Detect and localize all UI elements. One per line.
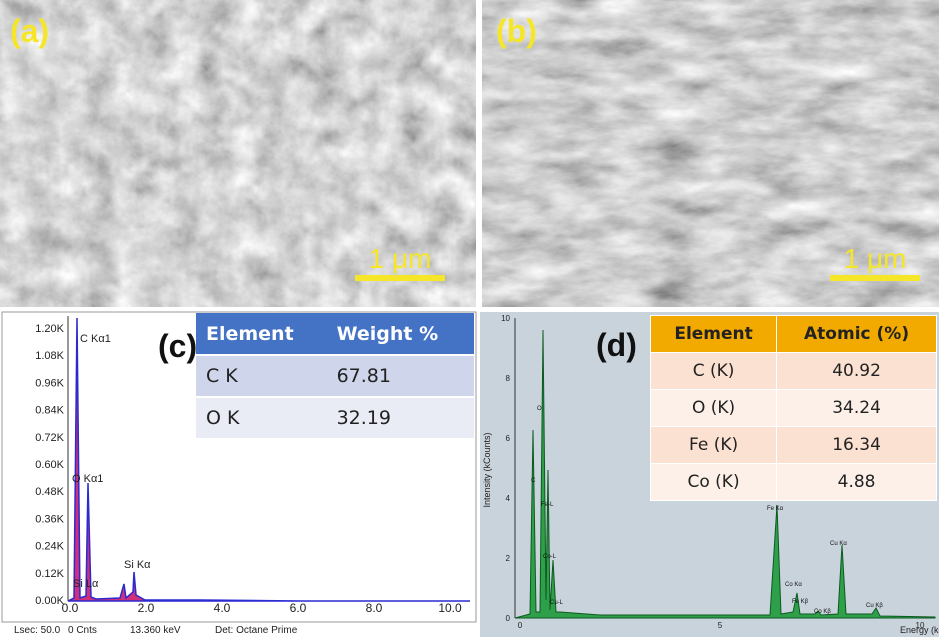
sem-image [0,0,476,307]
table-row: C K 67.81 [196,355,474,398]
y-tick-label: 4 [506,494,511,503]
peak-label: Co-L [543,554,557,560]
y-tick-label: 8 [506,374,511,383]
y-tick-label: 1.20K [35,323,64,335]
table-cell: C K [196,355,327,398]
table-row: Element Atomic (%) [649,315,937,353]
table-row: O K 32.19 [196,397,474,440]
table-cell: Fe (K) [649,426,778,464]
x-tick-label: 10 [916,621,925,630]
peak-label: Co Kα [785,582,802,588]
table-row: O (K) 34.24 [649,389,937,427]
y-tick-label: 0.12K [35,568,64,580]
peak-label: Cu Kα [830,541,847,547]
x-tick-label: 6.0 [290,601,307,615]
peak-label: C [531,478,536,484]
y-tick-label: 6 [506,434,511,443]
y-tick-label: 0.72K [35,432,64,444]
x-tick-label: 4.0 [214,601,231,615]
header-cell: Atomic (%) [776,315,937,353]
table-cell: 16.34 [776,426,937,464]
y-tick-label: 1.08K [35,350,64,362]
peak-label: Si Kα [124,559,151,571]
footer-text: 13.360 keV [130,625,181,636]
peak-label: Fe Kα [767,506,784,512]
peak-label: Fe-L [541,502,554,508]
peak-label: Cu Kβ [866,603,883,609]
table-cell: 32.19 [326,397,474,440]
y-tick-label: 0.60K [35,459,64,471]
peak-label: Co Kβ [814,609,831,615]
spectrum [514,329,936,619]
peak-label: Cu-L [550,600,564,606]
footer-text: Det: Octane Prime [215,625,298,636]
table-cell: O K [196,397,327,440]
header-cell: Weight % [326,313,474,356]
y-tick-label: 10 [501,314,510,323]
axis-title: Intensity (kCounts) [482,432,492,507]
peak-label: C Kα1 [80,333,111,345]
table-cell: 34.24 [776,389,937,427]
y-tick-label: 0.96K [35,377,64,389]
y-tick-label: 0.48K [35,486,64,498]
scale-label: 1 μm [369,243,432,274]
spectrum [67,317,470,602]
panel-label: (d) [596,327,637,363]
x-tick-label: 5 [718,621,723,630]
x-tick-label: 0 [518,621,523,630]
peak-label: Si Lα [73,578,99,590]
y-tick-label: 0.00K [35,595,64,607]
table-cell: 40.92 [776,352,937,390]
peak-label: O Kα1 [72,473,103,485]
data-table: Element Weight % C K 67.81 O K 32.19 [196,313,474,440]
header-cell: Element [649,315,778,353]
x-tick-label: 8.0 [366,601,383,615]
scale-bar [830,275,920,281]
x-tick-label: 2.0 [138,601,155,615]
table-cell: Co (K) [649,463,778,501]
x-tick-label: 0.0 [62,601,79,615]
panel-label: (c) [158,328,197,364]
y-tick-label: 0.24K [35,541,64,553]
axis-title: Energy (keV) [900,625,939,635]
data-table: Element Atomic (%) C (K) 40.92 O (K) 34.24 Fe … [649,315,937,501]
table-row: C (K) 40.92 [649,352,937,390]
table-cell: O (K) [649,389,778,427]
y-tick-label: 0.84K [35,405,64,417]
sem-image [482,0,939,307]
table-cell: 67.81 [326,355,474,398]
peak-label: O [537,406,542,412]
y-tick-label: 0.36K [35,513,64,525]
table-row: Fe (K) 16.34 [649,426,937,464]
y-tick-label: 0 [506,614,511,623]
x-tick-label: 10.0 [438,601,462,615]
scale-bar [355,275,445,281]
y-tick-label: 2 [506,554,511,563]
peak-label: Fe Kβ [792,599,809,605]
table-row: Element Weight % [196,313,474,356]
footer-text: 0 Cnts [68,625,97,636]
panel-label: (a) [10,13,49,49]
panel-label: (b) [496,13,537,49]
scale-label: 1 μm [844,243,907,274]
footer-text: Lsec: 50.0 [14,625,61,636]
table-row: Co (K) 4.88 [649,463,937,501]
header-cell: Element [196,313,327,356]
table-cell: 4.88 [776,463,937,501]
table-cell: C (K) [649,352,778,390]
